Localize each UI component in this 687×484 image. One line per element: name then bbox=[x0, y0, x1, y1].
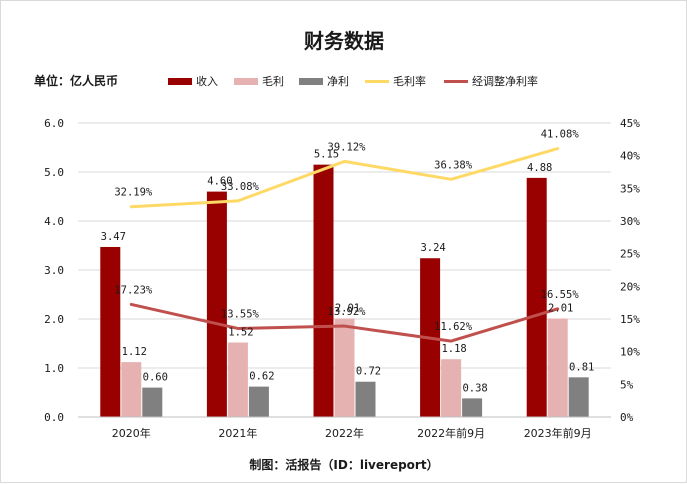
bar-gross-profit bbox=[227, 342, 248, 417]
bar-gross-profit bbox=[121, 362, 142, 417]
data-label-revenue: 4.88 bbox=[527, 162, 552, 174]
data-label-gross-margin: 33.08% bbox=[221, 181, 260, 193]
bar-gross-profit bbox=[334, 318, 355, 417]
y-left-tick: 2.0 bbox=[44, 313, 64, 326]
x-tick-label: 2023年前9月 bbox=[524, 426, 592, 440]
data-label-net-profit: 0.62 bbox=[249, 371, 274, 383]
legend-swatch-gross-profit bbox=[234, 78, 258, 85]
lines bbox=[129, 147, 560, 343]
data-label-revenue: 5.15 bbox=[314, 149, 339, 161]
bar-revenue bbox=[526, 177, 547, 417]
data-labels: 3.47 1.12 0.60 4.60 1.52 0.62 5.15 2.01 0.72 3.24… bbox=[101, 129, 595, 395]
data-label-gross-margin: 41.08% bbox=[541, 129, 580, 141]
y-right-tick: 30% bbox=[620, 215, 640, 228]
right-axis: 0% 5% 10% 15% 20% 25% 30% 35% 40% 45% bbox=[620, 117, 640, 424]
data-label-adj-net-margin: 13.55% bbox=[221, 308, 260, 320]
x-axis: 2020年 2021年 2022年 2022年前9月 2023年前9月 bbox=[78, 416, 611, 440]
data-label-gross-profit: 1.18 bbox=[441, 343, 466, 355]
bar-net-profit bbox=[248, 386, 269, 417]
y-left-tick: 1.0 bbox=[44, 362, 64, 375]
data-label-gross-margin: 36.38% bbox=[434, 159, 473, 171]
y-right-tick: 20% bbox=[620, 280, 640, 293]
legend-label-gross-margin: 毛利率 bbox=[393, 74, 426, 88]
data-label-adj-net-margin: 16.55% bbox=[541, 289, 580, 301]
bar-revenue bbox=[313, 164, 334, 417]
y-right-tick: 40% bbox=[620, 150, 640, 163]
y-right-tick: 10% bbox=[620, 346, 640, 359]
data-label-adj-net-margin: 17.23% bbox=[114, 284, 153, 296]
bar-revenue bbox=[206, 191, 227, 417]
y-right-tick: 5% bbox=[620, 378, 634, 391]
bar-net-profit bbox=[462, 398, 483, 417]
bar-gross-profit bbox=[547, 318, 568, 417]
y-right-tick: 15% bbox=[620, 313, 640, 326]
data-label-net-profit: 0.60 bbox=[143, 372, 168, 384]
bar-gross-profit bbox=[441, 359, 462, 417]
x-tick-label: 2022年 bbox=[325, 426, 364, 440]
bar-revenue bbox=[100, 246, 121, 417]
data-label-gross-profit: 1.12 bbox=[122, 346, 147, 358]
data-label-gross-profit: 2.01 bbox=[548, 303, 573, 315]
chart-title: 财务数据 bbox=[304, 29, 384, 53]
y-left-tick: 4.0 bbox=[44, 215, 64, 228]
x-tick-label: 2022年前9月 bbox=[417, 426, 485, 440]
bar-net-profit bbox=[568, 377, 589, 417]
legend: 收入 毛利 净利 毛利率 经调整净利率 bbox=[168, 74, 538, 88]
data-label-gross-margin: 32.19% bbox=[114, 187, 153, 199]
data-label-gross-profit: 1.52 bbox=[228, 327, 253, 339]
bar-net-profit bbox=[142, 387, 163, 417]
data-label-revenue: 3.47 bbox=[101, 231, 126, 243]
y-right-tick: 25% bbox=[620, 248, 640, 261]
footer-credit: 制图：活报告（ID：livereport） bbox=[249, 457, 438, 472]
data-label-gross-profit: 2.01 bbox=[335, 303, 360, 315]
legend-label-net-profit: 净利 bbox=[327, 74, 349, 88]
legend-label-gross-profit: 毛利 bbox=[262, 75, 284, 88]
y-right-tick: 35% bbox=[620, 182, 640, 195]
y-left-tick: 0.0 bbox=[44, 411, 64, 424]
x-tick-label: 2021年 bbox=[218, 426, 257, 440]
data-label-net-profit: 0.72 bbox=[356, 366, 381, 378]
data-label-adj-net-margin: 13.92% bbox=[328, 306, 367, 318]
unit-label: 单位：亿人民币 bbox=[34, 73, 118, 88]
legend-swatch-revenue bbox=[168, 78, 192, 85]
line-adj-net-margin bbox=[129, 302, 560, 343]
data-label-adj-net-margin: 11.62% bbox=[434, 321, 473, 333]
left-axis: 0.0 1.0 2.0 3.0 4.0 5.0 6.0 bbox=[44, 117, 64, 424]
y-left-tick: 5.0 bbox=[44, 166, 64, 179]
y-left-tick: 6.0 bbox=[44, 117, 64, 130]
line-gross-margin bbox=[129, 147, 560, 209]
y-right-tick: 0% bbox=[620, 411, 634, 424]
data-label-revenue: 4.60 bbox=[207, 176, 232, 188]
data-label-net-profit: 0.81 bbox=[569, 361, 594, 373]
bars bbox=[100, 164, 589, 417]
legend-label-adj-net-margin: 经调整净利率 bbox=[472, 74, 538, 88]
data-label-gross-margin: 39.12% bbox=[328, 141, 367, 153]
legend-label-revenue: 收入 bbox=[196, 74, 218, 88]
data-label-net-profit: 0.38 bbox=[462, 382, 487, 394]
y-left-tick: 3.0 bbox=[44, 264, 64, 277]
x-tick-label: 2020年 bbox=[112, 426, 151, 440]
bar-net-profit bbox=[355, 381, 376, 417]
data-label-revenue: 3.24 bbox=[420, 242, 445, 254]
y-right-tick: 45% bbox=[620, 117, 640, 130]
legend-swatch-net-profit bbox=[299, 78, 323, 85]
